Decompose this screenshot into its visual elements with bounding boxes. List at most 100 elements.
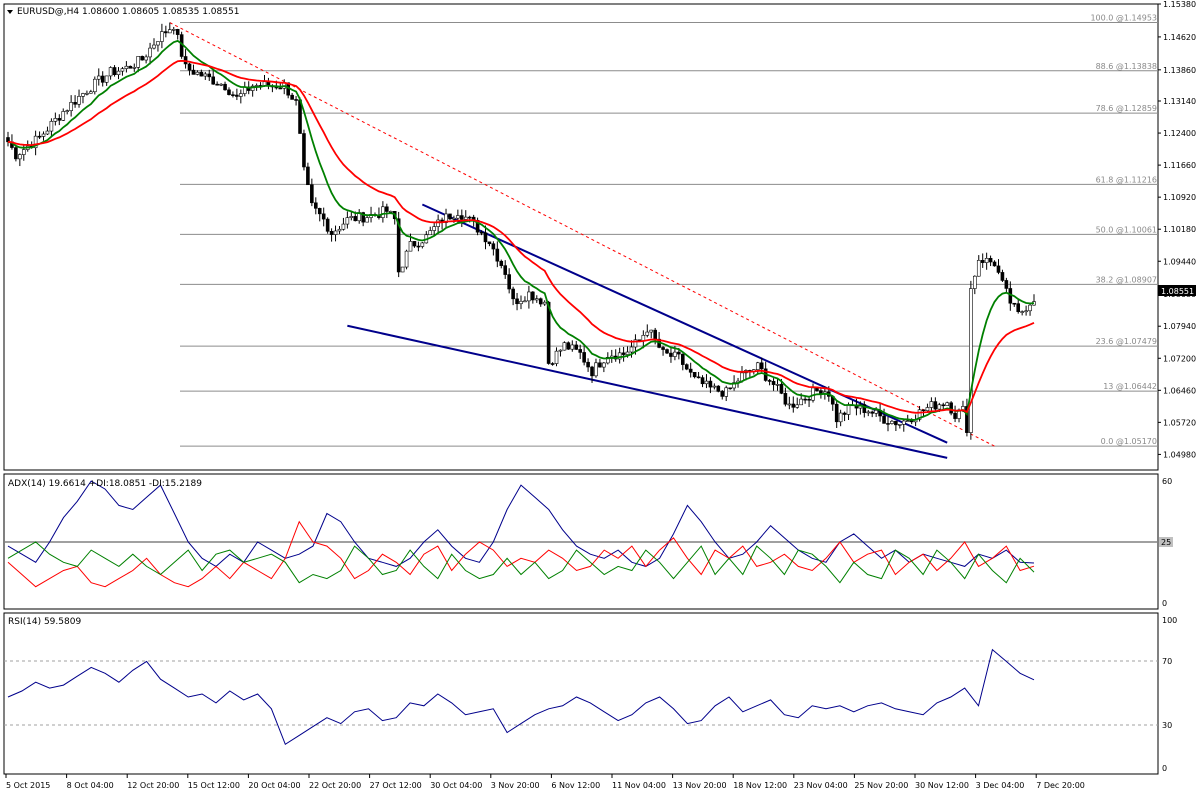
candle-body [696, 376, 701, 379]
candle-body [669, 352, 673, 357]
last-price-box [1158, 285, 1196, 296]
candle-body [167, 29, 172, 34]
candle-body [428, 230, 433, 236]
time-tick-label: 8 Oct 04:00 [67, 781, 114, 790]
candle-body [1028, 304, 1032, 312]
candle-body [901, 420, 906, 425]
candle-body [578, 349, 582, 353]
candle-body [527, 291, 531, 302]
candle-body [653, 329, 657, 340]
candle-body [538, 298, 543, 305]
candle-body [791, 403, 796, 408]
time-tick-label: 18 Nov 12:00 [733, 781, 787, 790]
candle-body [388, 211, 393, 213]
candle-body [156, 41, 160, 46]
candle-body [1020, 311, 1024, 313]
candle-body [870, 411, 875, 414]
rsi-tick-30: 30 [1162, 721, 1172, 730]
adx-lines [7, 480, 1035, 588]
candle-body [148, 47, 152, 58]
price-tick-label: 1.07200 [1163, 354, 1196, 363]
candle-body [980, 260, 985, 263]
candle-body [992, 261, 997, 267]
candle-body [416, 245, 421, 248]
candle-body [921, 409, 926, 412]
candle-body [684, 364, 689, 370]
candle-body [317, 208, 322, 215]
candle-body [432, 226, 436, 231]
candle-body [61, 111, 66, 121]
candle-body [408, 241, 413, 252]
candle-body [33, 135, 38, 149]
time-tick-label: 15 Oct 12:00 [188, 781, 240, 790]
candle-body [385, 206, 389, 212]
candle-body [1004, 280, 1009, 289]
fibonacci-level-label: 38.2 @1.08907 [1096, 275, 1157, 284]
price-pane-frame [3, 3, 1159, 471]
candle-body [14, 147, 18, 160]
candle-body [680, 353, 685, 365]
candle-body [799, 398, 803, 406]
candle-body [606, 357, 610, 364]
candle-body [404, 250, 409, 268]
candle-body [460, 215, 464, 220]
candle-body [310, 184, 314, 204]
moving-averages [7, 39, 1035, 421]
candle-body [866, 411, 871, 414]
candle-body [325, 218, 330, 232]
time-tick-label: 11 Nov 04:00 [612, 781, 666, 790]
candle-body [507, 274, 511, 290]
candle-body [81, 93, 85, 97]
candle-body [152, 44, 156, 49]
candle-body [499, 260, 504, 266]
candle-body [783, 393, 788, 405]
candle-body [787, 403, 792, 406]
candle-body [487, 241, 492, 245]
candle-body [602, 362, 606, 368]
candle-body [104, 75, 109, 83]
candle-body [617, 352, 622, 360]
candle-body [720, 391, 725, 397]
candle-body [1024, 310, 1028, 313]
candle-body [1000, 272, 1005, 281]
time-axis: 5 Oct 2015 8 Oct 04:00 12 Oct 20:00 15 Oct … [5, 774, 1085, 790]
candle-body [724, 387, 729, 397]
candle-body [120, 68, 125, 72]
candle-body [996, 265, 1001, 273]
candle-body [495, 248, 500, 262]
candle-body [211, 76, 215, 85]
candle-body [803, 398, 807, 401]
candle-body [116, 70, 121, 76]
candle-body [231, 94, 235, 96]
time-tick-label: 7 Dec 20:00 [1036, 781, 1085, 790]
fibonacci-level-label: 61.8 @1.11216 [1096, 175, 1157, 184]
candle-body [633, 339, 638, 348]
candle-body [191, 69, 196, 75]
candle-body [945, 402, 949, 406]
candle-body [479, 231, 484, 234]
candle-body [164, 31, 168, 34]
candle-body [45, 130, 50, 135]
time-tick-label: 3 Nov 20:00 [491, 781, 540, 790]
candle-body [692, 372, 697, 378]
candle-body [195, 71, 200, 75]
candle-body [732, 382, 736, 389]
time-tick-label: 30 Nov 12:00 [915, 781, 969, 790]
trendlines [169, 22, 995, 459]
time-tick-label: 5 Oct 2015 [6, 781, 50, 790]
ema-fast-line [7, 39, 1035, 421]
candle-body [337, 228, 342, 232]
price-pane-title: EURUSD@,H4 1.08600 1.08605 1.08535 1.085… [17, 7, 239, 17]
candle-body [937, 404, 942, 410]
collapse-triangle-icon[interactable] [7, 10, 13, 14]
candle-body [341, 223, 346, 230]
candle-body [207, 73, 212, 78]
candle-body [807, 398, 811, 401]
candle-body [112, 67, 117, 76]
candle-body [515, 298, 519, 305]
wedge-lower-line [347, 324, 948, 459]
candle-body [925, 407, 930, 412]
candle-body [558, 349, 563, 352]
candle-body [898, 423, 902, 426]
